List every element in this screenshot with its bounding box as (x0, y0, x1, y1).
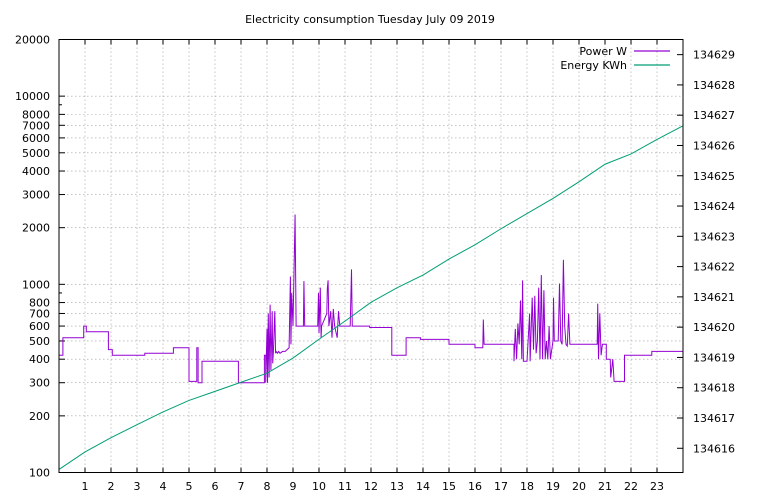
y-left-tick-label: 300 (29, 377, 50, 390)
y-right-tick-label: 134618 (693, 382, 735, 395)
legend: Power W Energy KWh (560, 45, 670, 72)
y-left-tick-label: 200 (29, 410, 50, 423)
x-tick-label: 20 (572, 480, 586, 493)
power-series-line (59, 214, 683, 384)
x-tick-label: 11 (338, 480, 352, 493)
y-left-tick-label: 3000 (22, 189, 50, 202)
y-left-tick-label: 2000 (22, 222, 50, 235)
y-left-tick-label: 600 (29, 320, 50, 333)
y-left-tick-label: 700 (29, 307, 50, 320)
x-tick-label: 21 (598, 480, 612, 493)
y-right-tick-label: 134629 (693, 49, 735, 62)
x-tick-label: 15 (442, 480, 456, 493)
x-tick-label: 8 (264, 480, 271, 493)
x-tick-label: 1 (82, 480, 89, 493)
y-right-tick-label: 134617 (693, 412, 735, 425)
x-tick-label: 10 (312, 480, 326, 493)
y-left-tick-label: 800 (29, 297, 50, 310)
y-left-tick-label: 10000 (15, 90, 50, 103)
y-right-tick-label: 134627 (693, 109, 735, 122)
energy-series-line (58, 125, 684, 470)
y-left-tick-label: 1000 (22, 278, 50, 291)
legend-label-energy: Energy KWh (560, 59, 627, 72)
x-tick-label: 19 (546, 480, 560, 493)
x-tick-label: 22 (624, 480, 638, 493)
y-left-tick-label: 500 (29, 335, 50, 348)
x-tick-label: 2 (108, 480, 115, 493)
y-right-tick-label: 134620 (693, 321, 735, 334)
y-left-tick-label: 4000 (22, 165, 50, 178)
y-left-tick-label: 400 (29, 353, 50, 366)
x-tick-label: 17 (494, 480, 508, 493)
x-tick-label: 14 (416, 480, 430, 493)
y-left-tick-label: 100 (29, 467, 50, 480)
y-left-tick-label: 20000 (15, 34, 50, 47)
series-layer (58, 125, 684, 470)
x-tick-label: 9 (290, 480, 297, 493)
y-right-tick-label: 134628 (693, 79, 735, 92)
x-tick-label: 3 (134, 480, 141, 493)
chart-title: Electricity consumption Tuesday July 09 … (245, 13, 495, 26)
y-right-tick-label: 134616 (693, 442, 735, 455)
legend-label-power: Power W (579, 45, 627, 58)
y-left-tick-label: 7000 (22, 119, 50, 132)
y-right-tick-label: 134621 (693, 291, 735, 304)
grid (59, 39, 683, 473)
y-right-tick-label: 134626 (693, 139, 735, 152)
y-right-tick-label: 134619 (693, 351, 735, 364)
y-right-tick-label: 134622 (693, 261, 735, 274)
x-tick-label: 4 (160, 480, 167, 493)
x-tick-label: 7 (238, 480, 245, 493)
y-right-tick-label: 134624 (693, 200, 735, 213)
y-left-tick-label: 8000 (22, 108, 50, 121)
x-tick-label: 6 (212, 480, 219, 493)
x-tick-label: 16 (468, 480, 482, 493)
y-right-tick-label: 134623 (693, 230, 735, 243)
x-tick-label: 12 (364, 480, 378, 493)
x-tick-label: 5 (186, 480, 193, 493)
y-left-tick-label: 5000 (22, 147, 50, 160)
x-tick-label: 23 (650, 480, 664, 493)
axis-ticks: 1 2 3 4 5 6 7 8 9 10 11 12 13 14 15 16 17 18 19 20 21 22 23100… (15, 34, 735, 494)
plot-frame (58, 39, 684, 473)
x-tick-label: 13 (390, 480, 404, 493)
y-left-tick-label: 6000 (22, 132, 50, 145)
y-right-tick-label: 134625 (693, 170, 735, 183)
x-tick-label: 18 (520, 480, 534, 493)
